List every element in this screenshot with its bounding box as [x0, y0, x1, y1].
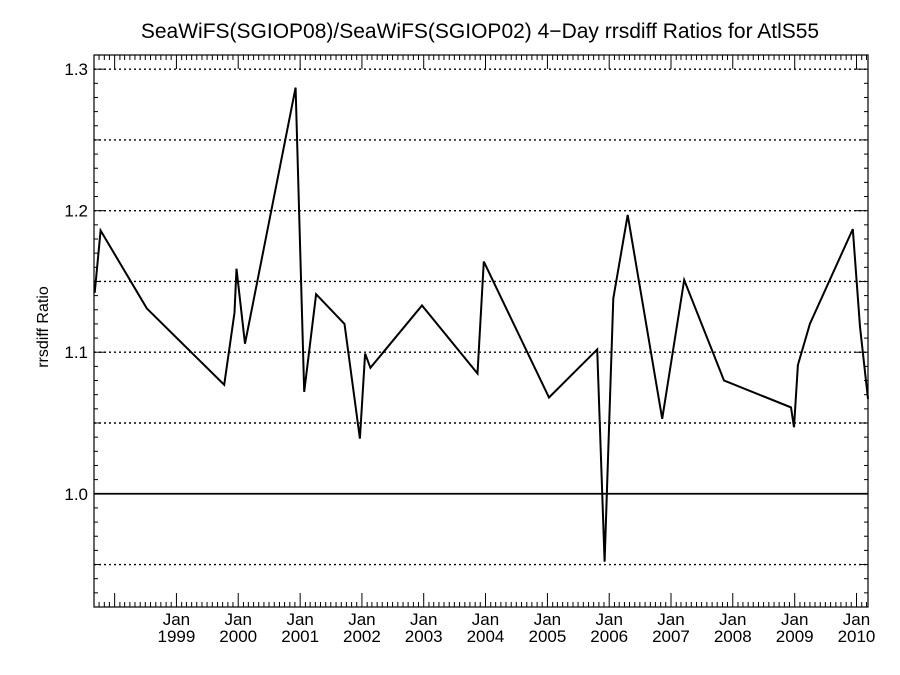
x-tick-label-year: 2007	[652, 627, 690, 646]
x-tick-label-month: Jan	[781, 610, 808, 629]
tick-layer: 1.01.11.21.3Jan1999Jan2000Jan2001Jan2002…	[64, 60, 875, 646]
x-tick-label-month: Jan	[472, 610, 499, 629]
x-tick-label-year: 2009	[776, 627, 814, 646]
plot-frame	[93, 54, 869, 608]
x-tick-label-year: 2006	[590, 627, 628, 646]
series-layer	[93, 87, 869, 562]
x-tick-label-year: 2002	[343, 627, 381, 646]
x-tick-label-month: Jan	[286, 610, 313, 629]
x-tick-label-year: 2001	[281, 627, 319, 646]
y-tick-label: 1.2	[64, 202, 88, 221]
x-tick-label-year: 1999	[158, 627, 196, 646]
series-line	[93, 87, 869, 562]
y-tick-label: 1.1	[64, 343, 88, 362]
x-tick-label-month: Jan	[410, 610, 437, 629]
x-tick-label-month: Jan	[534, 610, 561, 629]
x-tick-label-month: Jan	[719, 610, 746, 629]
x-tick-label-month: Jan	[348, 610, 375, 629]
x-tick-label-month: Jan	[595, 610, 622, 629]
x-tick-label-month: Jan	[657, 610, 684, 629]
x-tick-label-month: Jan	[163, 610, 190, 629]
y-tick-label: 1.3	[64, 60, 88, 79]
x-tick-label-year: 2005	[529, 627, 567, 646]
x-tick-label-year: 2004	[467, 627, 505, 646]
x-tick-label-year: 2010	[838, 627, 876, 646]
x-tick-label-year: 2000	[219, 627, 257, 646]
x-tick-label-month: Jan	[224, 610, 251, 629]
chart-title: SeaWiFS(SGIOP08)/SeaWiFS(SGIOP02) 4−Day …	[141, 20, 819, 43]
axes-layer	[93, 54, 869, 608]
grid-layer	[94, 68, 868, 566]
x-tick-label-year: 2003	[405, 627, 443, 646]
x-tick-label-year: 2008	[714, 627, 752, 646]
x-tick-label-month: Jan	[843, 610, 870, 629]
y-axis-title: rrsdiff Ratio	[35, 286, 52, 368]
y-tick-label: 1.0	[64, 485, 88, 504]
